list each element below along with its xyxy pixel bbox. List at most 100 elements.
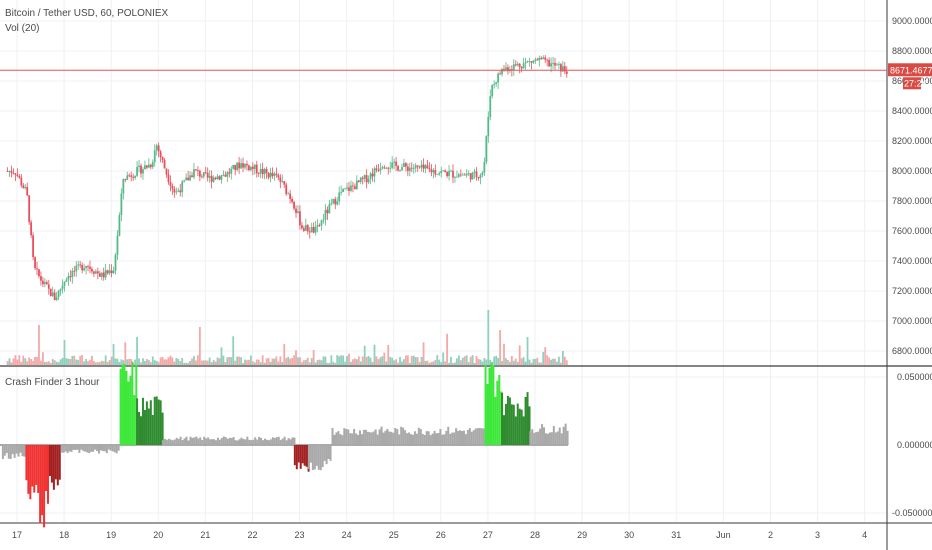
time-tick-label: 4 xyxy=(862,530,867,540)
indicator-bar xyxy=(37,445,40,493)
indicator-bar xyxy=(185,436,188,445)
indicator-bar xyxy=(236,440,239,445)
candle-body xyxy=(198,170,201,177)
candle-body xyxy=(238,162,241,169)
volume-bar xyxy=(43,361,46,365)
indicator-bar xyxy=(297,445,300,463)
candle-body xyxy=(301,225,303,229)
candle-body xyxy=(299,211,301,226)
volume-bar xyxy=(242,362,244,365)
indicator-bar xyxy=(370,432,373,445)
candle-body xyxy=(183,180,186,182)
candle-body xyxy=(275,173,278,176)
candle-body xyxy=(352,185,354,187)
candle-body xyxy=(430,169,433,173)
volume-bar xyxy=(561,351,564,365)
indicator-bar xyxy=(291,437,294,445)
candle-body xyxy=(120,193,123,216)
volume-bar xyxy=(377,359,380,365)
indicator-bar xyxy=(374,429,377,445)
volume-bar xyxy=(322,356,325,365)
candle-body xyxy=(110,270,113,274)
volume-bar xyxy=(340,355,343,365)
volume-bar xyxy=(363,345,366,365)
candle-body xyxy=(450,170,452,172)
volume-bar xyxy=(381,356,384,365)
candle-body xyxy=(444,170,447,173)
candle-body xyxy=(330,202,333,205)
volume-bar xyxy=(145,359,148,365)
volume-bar xyxy=(463,356,466,365)
indicator-bar xyxy=(408,432,411,445)
volume-bar xyxy=(236,356,239,365)
volume-bar xyxy=(110,356,113,365)
candle-body xyxy=(408,167,411,171)
candle-body xyxy=(342,188,345,193)
indicator-bar xyxy=(466,429,469,445)
indicator-bar xyxy=(305,445,308,467)
volume-bar xyxy=(428,362,431,365)
indicator-bar xyxy=(546,433,549,445)
candle-body xyxy=(32,235,34,258)
indicator-bar xyxy=(358,430,361,445)
volume-bar xyxy=(481,361,484,365)
price-tick-label: 6800.00000000 xyxy=(892,346,932,356)
candle-body xyxy=(328,204,331,214)
time-axis: 17 18 19 20 21 22 23 24 25 26 27 28 29 30 31 Jun 2 3 4 xyxy=(12,530,867,540)
volume-indicator-label: Vol (20) xyxy=(5,23,40,34)
candle-body xyxy=(558,64,560,65)
candle-body xyxy=(542,57,545,60)
candle-body xyxy=(471,172,474,180)
indicator-bar xyxy=(411,434,414,445)
indicator-bar xyxy=(562,426,565,445)
candle-body xyxy=(391,162,394,168)
volume-bar xyxy=(108,360,111,365)
time-tick-label: 29 xyxy=(577,530,587,540)
volume-bar xyxy=(497,357,500,365)
volume-bar xyxy=(230,357,233,365)
last-price-tag: 8671.46778941 27:24 xyxy=(888,63,932,90)
volume-bar xyxy=(475,355,478,365)
indicator-bar xyxy=(228,437,231,445)
volume-bar xyxy=(10,362,13,365)
indicator-bar xyxy=(147,408,150,445)
volume-bar xyxy=(357,356,360,365)
candle-body xyxy=(469,173,472,180)
indicator-bar xyxy=(151,414,154,445)
candle-body xyxy=(36,268,38,270)
candle-body xyxy=(281,181,284,182)
volume-bar xyxy=(522,357,525,365)
candle-body xyxy=(295,208,297,213)
candle-body xyxy=(69,276,72,278)
candle-body xyxy=(96,271,99,274)
volume-bar xyxy=(232,336,235,365)
candle-body xyxy=(512,64,515,71)
volume-bar xyxy=(395,359,397,365)
candle-body xyxy=(59,288,62,291)
candle-body xyxy=(173,188,176,193)
candle-body xyxy=(234,165,237,170)
volume-bar xyxy=(446,333,448,365)
indicator-bar xyxy=(15,445,18,454)
candle-body xyxy=(22,185,25,189)
candle-body xyxy=(467,173,470,175)
indicator-bar xyxy=(518,408,521,445)
volume-bar xyxy=(516,361,519,365)
candle-body xyxy=(365,175,368,183)
indicator-bar xyxy=(537,431,540,445)
candle-body xyxy=(118,215,121,236)
volume-bar xyxy=(434,359,437,365)
indicator-bar xyxy=(554,432,557,445)
indicator-bar xyxy=(191,437,194,445)
indicator-bar xyxy=(293,437,296,445)
volume-bar xyxy=(369,357,372,365)
indicator-bar xyxy=(64,445,67,452)
volume-bar xyxy=(275,356,278,365)
indicator-bar xyxy=(415,433,418,445)
candle-body xyxy=(94,271,97,274)
candle-body xyxy=(257,173,260,175)
indicator-bar xyxy=(78,445,81,453)
candle-body xyxy=(132,176,135,178)
